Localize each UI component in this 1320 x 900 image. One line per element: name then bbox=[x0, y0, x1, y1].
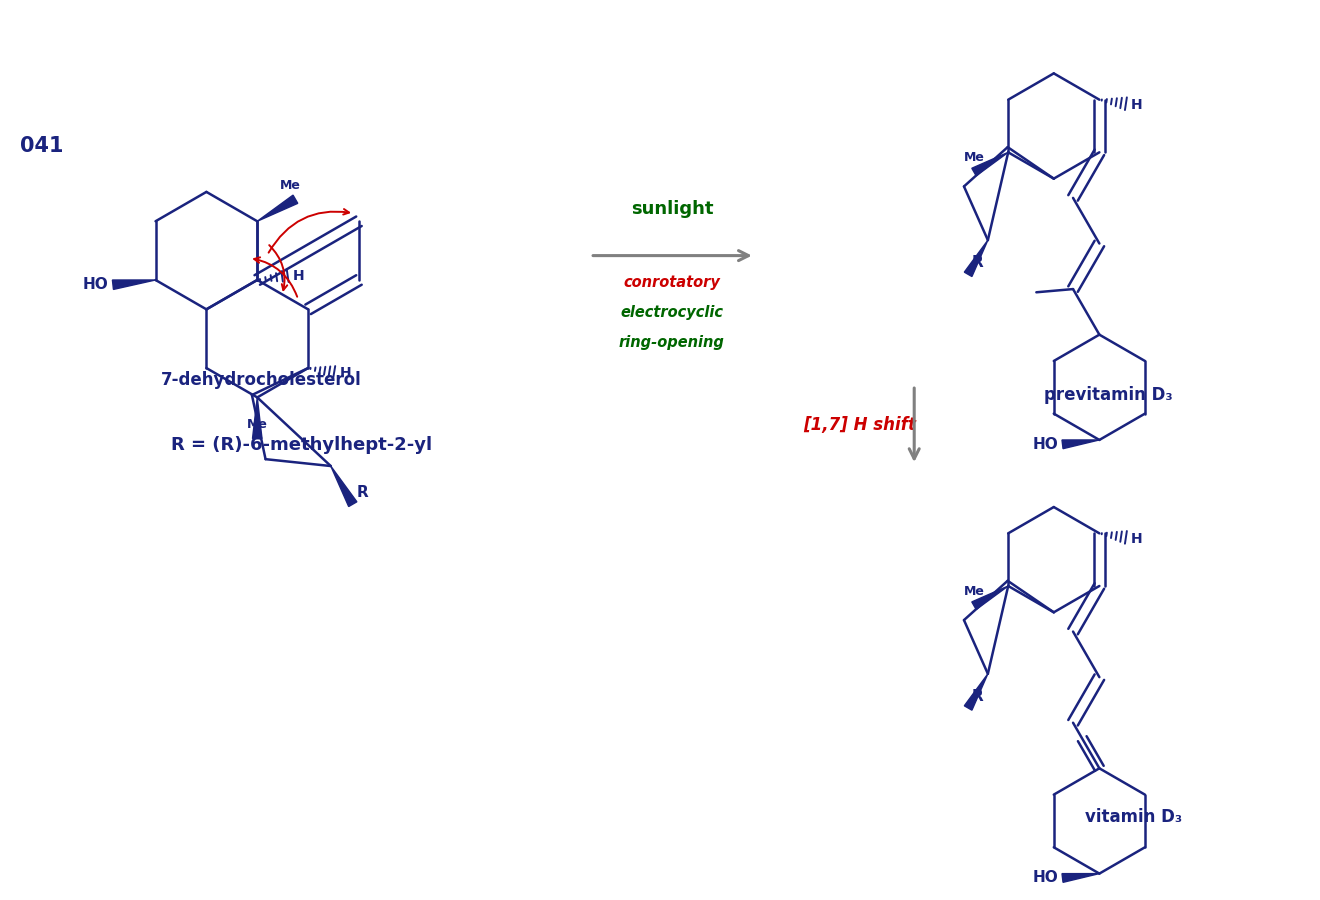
Text: 7-dehydrocholesterol: 7-dehydrocholesterol bbox=[161, 371, 362, 389]
Text: HO: HO bbox=[1032, 436, 1059, 452]
Polygon shape bbox=[252, 398, 261, 438]
Text: Me: Me bbox=[247, 418, 268, 431]
Text: H: H bbox=[1131, 98, 1143, 112]
Text: R: R bbox=[972, 689, 983, 704]
Text: conrotatory: conrotatory bbox=[623, 275, 721, 290]
Text: [1,7] H shift: [1,7] H shift bbox=[803, 416, 916, 434]
Text: H: H bbox=[1131, 532, 1143, 545]
Text: R = (R)-6-methylhept-2-yl: R = (R)-6-methylhept-2-yl bbox=[170, 436, 432, 454]
Text: Me: Me bbox=[280, 179, 301, 192]
Polygon shape bbox=[1063, 440, 1100, 449]
Text: 041: 041 bbox=[20, 136, 63, 156]
Text: previtamin D₃: previtamin D₃ bbox=[1044, 386, 1173, 404]
Polygon shape bbox=[112, 280, 156, 290]
Text: Me: Me bbox=[964, 585, 985, 598]
Text: HO: HO bbox=[1032, 870, 1059, 886]
Polygon shape bbox=[1063, 874, 1100, 882]
Text: vitamin D₃: vitamin D₃ bbox=[1085, 808, 1183, 826]
Text: ring-opening: ring-opening bbox=[619, 335, 725, 350]
Polygon shape bbox=[257, 195, 298, 221]
Polygon shape bbox=[331, 466, 356, 507]
Polygon shape bbox=[965, 674, 987, 710]
Text: H: H bbox=[339, 365, 351, 380]
Text: Me: Me bbox=[964, 151, 985, 164]
Text: H: H bbox=[293, 269, 305, 284]
Polygon shape bbox=[972, 152, 1008, 176]
Text: sunlight: sunlight bbox=[631, 200, 713, 218]
Polygon shape bbox=[972, 586, 1008, 609]
Text: electrocyclic: electrocyclic bbox=[620, 305, 723, 320]
Text: HO: HO bbox=[82, 277, 108, 292]
Text: R: R bbox=[356, 485, 368, 500]
Text: R: R bbox=[972, 256, 983, 270]
Polygon shape bbox=[965, 240, 987, 276]
